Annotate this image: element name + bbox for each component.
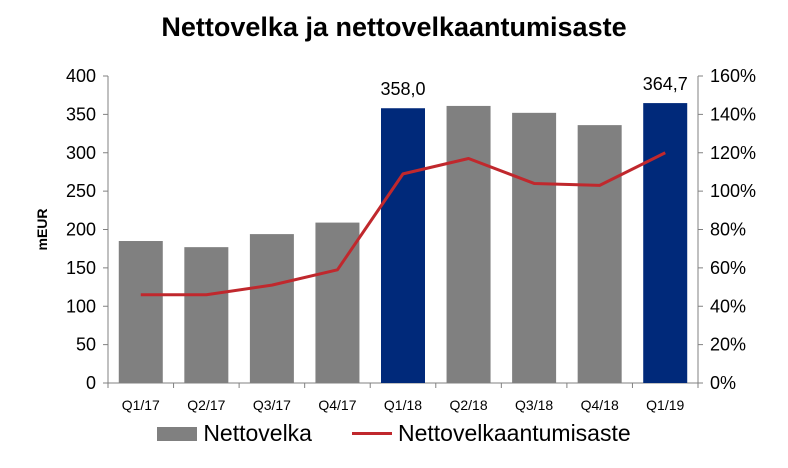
y-tick-label: 150 (66, 258, 96, 278)
x-tick-label: Q4/18 (581, 397, 619, 413)
y-tick-label: 350 (66, 104, 96, 124)
y-tick-label: 50 (76, 335, 96, 355)
legend-swatch-line (351, 432, 392, 435)
y-tick-label: 200 (66, 220, 96, 240)
y-tick-label: 250 (66, 181, 96, 201)
y2-tick-label: 140% (710, 104, 756, 124)
y2-tick-label: 80% (710, 220, 746, 240)
x-tick-label: Q3/18 (515, 397, 553, 413)
y2-tick-label: 0% (710, 373, 736, 393)
legend-item-nettovelka: Nettovelka (157, 420, 312, 447)
bar (118, 241, 163, 383)
bar (512, 112, 557, 383)
y2-tick-label: 40% (710, 296, 746, 316)
data-label: 358,0 (380, 79, 425, 99)
y2-tick-label: 100% (710, 181, 756, 201)
x-tick-label: Q2/17 (187, 397, 225, 413)
x-tick-label: Q3/17 (253, 397, 291, 413)
legend-item-nettovelkaantumisaste: Nettovelkaantumisaste (351, 420, 631, 447)
bar (446, 105, 491, 384)
y-axis-title: mEUR (34, 208, 50, 250)
y2-tick-label: 60% (710, 258, 746, 278)
y2-tick-label: 120% (710, 143, 756, 163)
legend-label-nettovelkaantumisaste: Nettovelkaantumisaste (397, 420, 631, 446)
x-tick-label: Q1/19 (646, 397, 684, 413)
x-tick-label: Q1/18 (384, 397, 422, 413)
x-tick-label: Q2/18 (449, 397, 487, 413)
x-tick-label: Q1/17 (122, 397, 160, 413)
bar (577, 125, 622, 384)
y2-tick-label: 160% (710, 66, 756, 86)
bar (381, 108, 425, 384)
x-tick-label: Q4/17 (318, 397, 356, 413)
y-tick-label: 300 (66, 143, 96, 163)
y2-tick-label: 20% (710, 335, 746, 355)
bar (249, 234, 294, 383)
legend: Nettovelka Nettovelkaantumisaste (0, 420, 788, 447)
bar (643, 103, 688, 384)
legend-swatch-bar (157, 426, 198, 441)
data-label: 364,7 (643, 74, 688, 94)
legend-label-nettovelka: Nettovelka (203, 420, 312, 446)
y-tick-label: 0 (86, 373, 96, 393)
bar (184, 247, 229, 383)
y-tick-label: 400 (66, 66, 96, 86)
chart-title: Nettovelka ja nettovelkaantumisaste (161, 12, 627, 42)
y-tick-label: 100 (66, 296, 96, 316)
